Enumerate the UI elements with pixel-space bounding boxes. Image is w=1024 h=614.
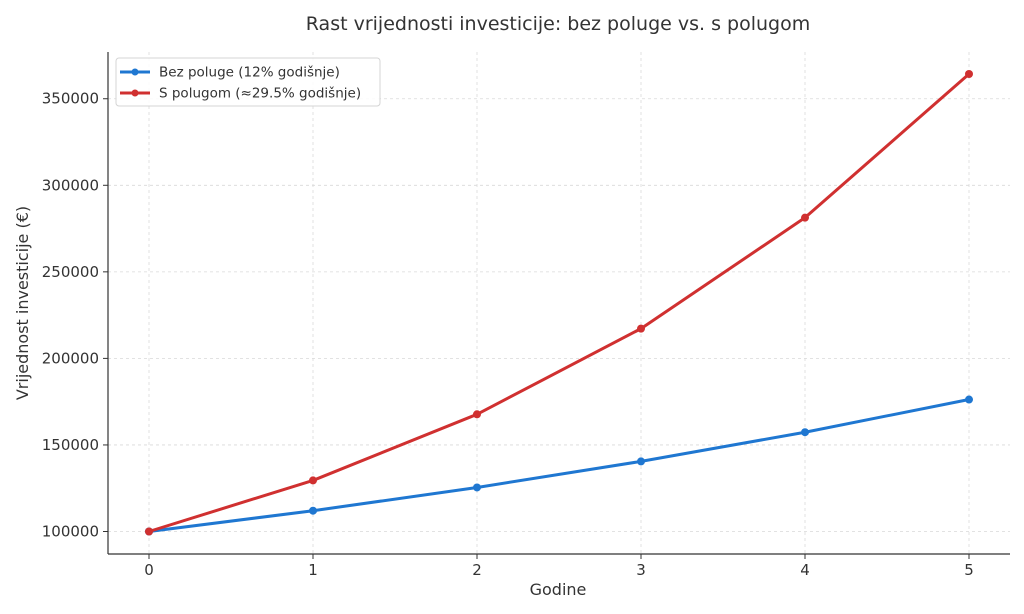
legend: Bez poluge (12% godišnje) S polugom (≈29… xyxy=(115,57,381,107)
x-tick-label: 1 xyxy=(308,561,318,579)
data-point xyxy=(965,395,973,404)
series-layer xyxy=(145,69,973,536)
y-tick-label: 300000 xyxy=(42,176,99,194)
grid xyxy=(108,52,1010,554)
data-point xyxy=(801,428,809,437)
y-axis-title: Vrijednost investicije (€) xyxy=(13,206,32,400)
x-tick-label: 0 xyxy=(144,561,154,579)
x-tick-label: 3 xyxy=(636,561,646,579)
series-1 xyxy=(145,395,973,536)
data-point xyxy=(473,410,481,419)
data-point xyxy=(309,476,317,485)
data-point xyxy=(309,506,317,515)
data-point xyxy=(965,69,973,78)
y-tick-label: 150000 xyxy=(42,436,99,454)
x-tick-label: 2 xyxy=(472,561,482,579)
series-line-1 xyxy=(147,398,971,533)
axes xyxy=(103,52,1010,559)
data-point xyxy=(801,213,809,222)
legend-marker-1 xyxy=(131,68,139,76)
data-point xyxy=(145,527,153,536)
y-tick-label: 200000 xyxy=(42,349,99,367)
data-point xyxy=(637,457,645,466)
legend-marker-2 xyxy=(131,89,139,97)
legend-box xyxy=(115,57,381,107)
legend-label-1: Bez poluge (12% godišnje) xyxy=(159,65,340,81)
y-tick-label: 100000 xyxy=(42,522,99,540)
data-point xyxy=(473,483,481,492)
x-tick-label: 5 xyxy=(964,561,974,579)
y-tick-label: 350000 xyxy=(42,90,99,108)
legend-entry-2: S polugom (≈29.5% godišnje) xyxy=(120,86,361,102)
series-line-2 xyxy=(147,72,971,533)
tick-labels: 0 1 2 3 4 5 100000 150000 200000 250000 300000 3500… xyxy=(42,90,974,579)
chart-title: Rast vrijednosti investicije: bez poluge… xyxy=(306,13,810,35)
x-tick-label: 4 xyxy=(800,561,810,579)
data-point xyxy=(637,324,645,333)
y-tick-label: 250000 xyxy=(42,263,99,281)
x-axis-title: Godine xyxy=(530,580,587,599)
series-2 xyxy=(145,69,973,536)
legend-label-2: S polugom (≈29.5% godišnje) xyxy=(159,86,361,102)
legend-entry-1: Bez poluge (12% godišnje) xyxy=(120,65,340,81)
